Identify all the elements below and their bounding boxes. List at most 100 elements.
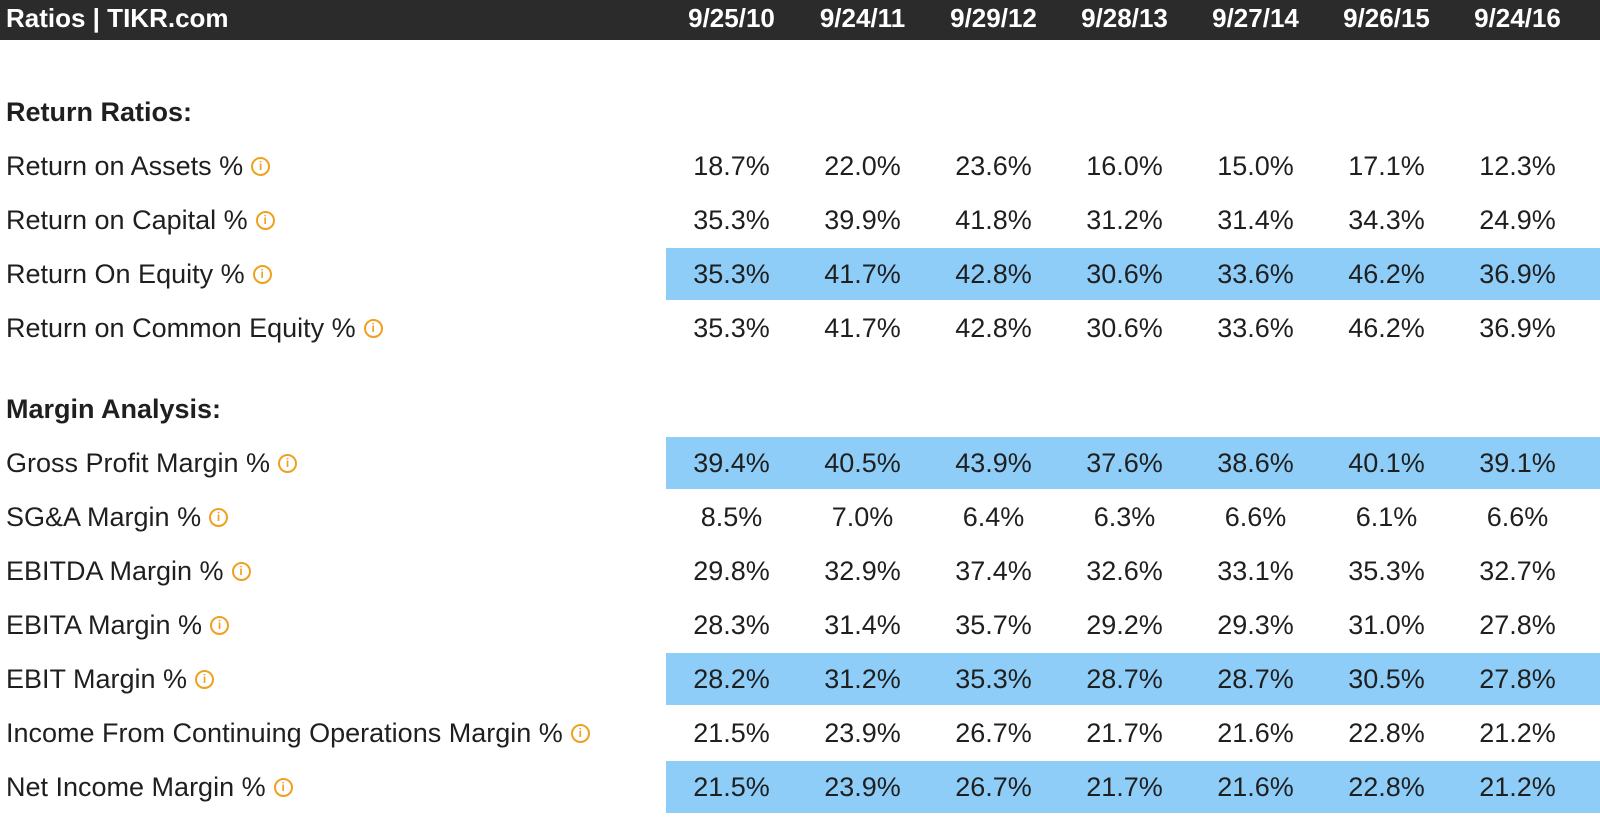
table-cell: 28.2% bbox=[693, 664, 770, 694]
row-label-text: EBITA Margin % bbox=[6, 610, 203, 640]
column-header-date: 9/24/16 bbox=[1474, 3, 1561, 33]
info-icon[interactable]: i bbox=[195, 670, 215, 690]
table-cell: 8.5% bbox=[700, 502, 763, 532]
table-cell: 36.9% bbox=[1479, 313, 1556, 343]
info-icon[interactable]: i bbox=[278, 454, 298, 474]
table-cell: 35.7% bbox=[955, 610, 1032, 640]
row-highlight bbox=[666, 437, 1600, 489]
table-cell: 27.8% bbox=[1479, 610, 1556, 640]
table-cell: 35.3% bbox=[693, 313, 770, 343]
info-icon[interactable]: i bbox=[255, 211, 275, 231]
row-label: EBITA Margin % i bbox=[6, 598, 230, 652]
page-title: Ratios | TIKR.com bbox=[6, 3, 229, 33]
table-row: Return on Capital % i 35.3% 39.9% 41.8% 31.2%… bbox=[0, 193, 1600, 247]
table-cell: 21.7% bbox=[1086, 772, 1163, 802]
table-cell: 31.2% bbox=[1086, 205, 1163, 235]
table-cell: 23.9% bbox=[824, 772, 901, 802]
row-label-text: Net Income Margin % bbox=[6, 772, 266, 802]
row-highlight bbox=[666, 653, 1600, 705]
table-cell: 30.6% bbox=[1086, 313, 1163, 343]
row-label-text: EBITDA Margin % bbox=[6, 556, 224, 586]
column-header-date: 9/25/10 bbox=[688, 3, 775, 33]
table-cell: 35.3% bbox=[955, 664, 1032, 694]
table-cell: 32.7% bbox=[1479, 556, 1556, 586]
table-cell: 33.1% bbox=[1217, 556, 1294, 586]
row-label-text: Gross Profit Margin % bbox=[6, 448, 271, 478]
header-bar: Ratios | TIKR.com 9/25/10 9/24/11 9/29/1… bbox=[0, 0, 1600, 40]
row-label: Return on Common Equity % i bbox=[6, 301, 383, 355]
table-cell: 6.6% bbox=[1224, 502, 1287, 532]
row-highlight bbox=[666, 761, 1600, 813]
table-cell: 24.9% bbox=[1479, 205, 1556, 235]
table-cell: 42.8% bbox=[955, 313, 1032, 343]
table-cell: 39.1% bbox=[1479, 448, 1556, 478]
table-cell: 27.8% bbox=[1479, 664, 1556, 694]
table-cell: 17.1% bbox=[1348, 151, 1425, 181]
table-cell: 22.0% bbox=[824, 151, 901, 181]
table-cell: 40.1% bbox=[1348, 448, 1425, 478]
table-cell: 30.5% bbox=[1348, 664, 1425, 694]
table-cell: 31.0% bbox=[1348, 610, 1425, 640]
table-cell: 6.3% bbox=[1093, 502, 1156, 532]
table-cell: 35.3% bbox=[1348, 556, 1425, 586]
table-cell: 15.0% bbox=[1217, 151, 1294, 181]
table-row: Income From Continuing Operations Margin… bbox=[0, 706, 1600, 760]
column-header-date: 9/27/14 bbox=[1212, 3, 1299, 33]
row-label: Income From Continuing Operations Margin… bbox=[6, 706, 590, 760]
section-title-return-ratios: Return Ratios: bbox=[6, 97, 193, 127]
info-icon[interactable]: i bbox=[209, 508, 229, 528]
info-icon[interactable]: i bbox=[210, 616, 230, 636]
row-label-text: Return on Assets % bbox=[6, 151, 244, 181]
table-row: Return On Equity % i 35.3% 41.7% 42.8% 30.6% 3… bbox=[0, 247, 1600, 301]
table-cell: 21.2% bbox=[1479, 718, 1556, 748]
table-cell: 38.6% bbox=[1217, 448, 1294, 478]
info-icon[interactable]: i bbox=[251, 157, 271, 177]
info-icon[interactable]: i bbox=[273, 778, 293, 798]
table-cell: 32.9% bbox=[824, 556, 901, 586]
table-cell: 30.6% bbox=[1086, 259, 1163, 289]
info-icon[interactable]: i bbox=[231, 562, 251, 582]
table-cell: 21.2% bbox=[1479, 772, 1556, 802]
table-cell: 18.7% bbox=[693, 151, 770, 181]
table-cell: 31.4% bbox=[824, 610, 901, 640]
section-title-margin-analysis: Margin Analysis: bbox=[6, 394, 222, 424]
table-cell: 26.7% bbox=[955, 718, 1032, 748]
table-cell: 36.9% bbox=[1479, 259, 1556, 289]
row-label: EBIT Margin % i bbox=[6, 652, 215, 706]
table-cell: 6.4% bbox=[962, 502, 1025, 532]
table-cell: 34.3% bbox=[1348, 205, 1425, 235]
table-row: EBITA Margin % i 28.3% 31.4% 35.7% 29.2% 29.3%… bbox=[0, 598, 1600, 652]
table-cell: 16.0% bbox=[1086, 151, 1163, 181]
table-cell: 23.9% bbox=[824, 718, 901, 748]
table-cell: 21.6% bbox=[1217, 772, 1294, 802]
table-cell: 41.7% bbox=[824, 259, 901, 289]
table-cell: 32.6% bbox=[1086, 556, 1163, 586]
table-cell: 21.6% bbox=[1217, 718, 1294, 748]
table-cell: 28.7% bbox=[1217, 664, 1294, 694]
table-cell: 21.5% bbox=[693, 718, 770, 748]
info-icon[interactable]: i bbox=[252, 265, 272, 285]
column-header-date: 9/28/13 bbox=[1081, 3, 1168, 33]
table-cell: 46.2% bbox=[1348, 259, 1425, 289]
table-cell: 29.2% bbox=[1086, 610, 1163, 640]
row-label: Return on Assets % i bbox=[6, 139, 271, 193]
column-header-date: 9/26/15 bbox=[1343, 3, 1430, 33]
table-cell: 6.6% bbox=[1486, 502, 1549, 532]
table-cell: 42.8% bbox=[955, 259, 1032, 289]
table-cell: 43.9% bbox=[955, 448, 1032, 478]
table-row: Net Income Margin % i 21.5% 23.9% 26.7% 21.7%… bbox=[0, 760, 1600, 814]
table-cell: 37.4% bbox=[955, 556, 1032, 586]
info-icon[interactable]: i bbox=[363, 319, 383, 339]
table-row: SG&A Margin % i 8.5% 7.0% 6.4% 6.3% 6.6% 6.1% 6.… bbox=[0, 490, 1600, 544]
table-cell: 39.9% bbox=[824, 205, 901, 235]
table-cell: 21.5% bbox=[693, 772, 770, 802]
table-cell: 7.0% bbox=[831, 502, 894, 532]
table-cell: 28.7% bbox=[1086, 664, 1163, 694]
info-icon[interactable]: i bbox=[570, 724, 590, 744]
row-label-text: EBIT Margin % bbox=[6, 664, 188, 694]
row-label: Return On Equity % i bbox=[6, 247, 272, 301]
row-label-text: Return on Common Equity % bbox=[6, 313, 356, 343]
row-label: EBITDA Margin % i bbox=[6, 544, 251, 598]
row-label: Return on Capital % i bbox=[6, 193, 275, 247]
